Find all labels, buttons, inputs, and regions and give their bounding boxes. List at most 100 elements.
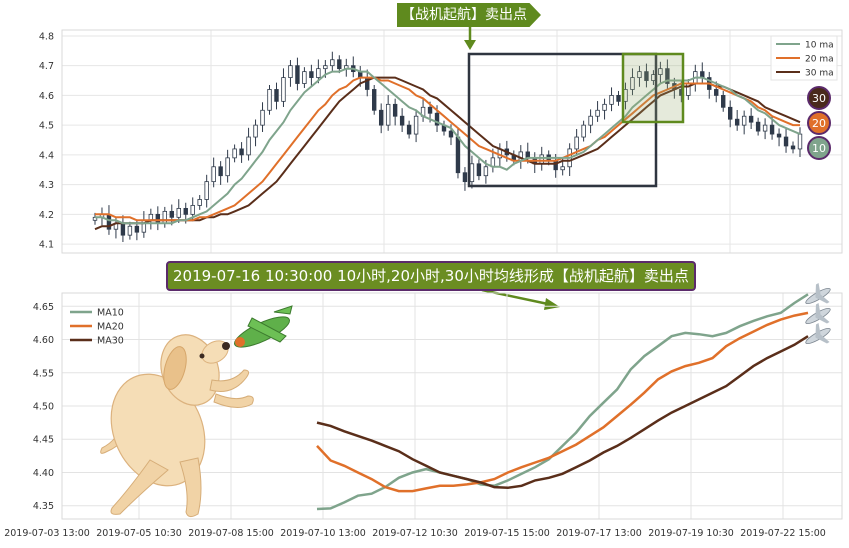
sell-zone-box: [621, 52, 685, 124]
top-y-tick-label: 4.3: [39, 180, 54, 191]
bottom-x-tick-label: 2019-07-17 13:00: [556, 528, 642, 539]
bottom-y-tick-label: 4.65: [33, 302, 54, 313]
candle: [420, 98, 426, 122]
bottom-y-tick-label: 4.35: [33, 501, 54, 512]
bottom-x-tick-label: 2019-07-15 15:00: [464, 528, 550, 539]
candle: [392, 98, 398, 126]
candle: [260, 102, 265, 132]
ma-end-markers: 30 20 10: [807, 86, 831, 160]
plane-icon: [805, 322, 831, 345]
middle-arrow: [481, 288, 560, 310]
bottom-x-tick-label: 2019-07-22 15:00: [740, 528, 826, 539]
candle: [120, 215, 126, 242]
candle: [637, 65, 642, 87]
candle: [337, 55, 342, 74]
candle: [762, 118, 768, 140]
dog-illustration: [100, 334, 254, 518]
bottom-x-tick-label: 2019-07-08 15:00: [188, 528, 274, 539]
top-plot-frame: [61, 29, 843, 254]
candle: [462, 167, 468, 191]
candle: [225, 149, 230, 183]
candle: [246, 127, 251, 161]
candle: [581, 120, 586, 142]
candle: [309, 64, 314, 86]
candle: [790, 141, 796, 154]
bottom-x-tick-label: 2019-07-10 13:00: [280, 528, 366, 539]
candle: [755, 117, 761, 136]
plane-icon: [805, 282, 831, 305]
bottom-ma30-line: [316, 335, 809, 490]
candle: [644, 63, 649, 88]
candle: [595, 101, 600, 122]
bottom-y-tick-label: 4.55: [33, 368, 54, 379]
candle: [232, 144, 237, 163]
signal-region-box: [467, 52, 658, 188]
candle: [776, 128, 782, 147]
candle: [441, 120, 447, 136]
top-y-tick-label: 4.6: [39, 91, 54, 102]
candle: [413, 109, 419, 143]
candle: [476, 159, 482, 181]
candle: [588, 109, 593, 134]
candle: [141, 211, 147, 238]
top-ma20-line: [95, 76, 800, 222]
candle: [127, 221, 133, 240]
candle: [162, 206, 168, 228]
candle: [741, 110, 747, 135]
marker-10-label: 10: [812, 142, 826, 155]
legend-label-30ma: 30 ma: [805, 69, 834, 79]
bottom-y-tick-label: 4.60: [33, 335, 54, 346]
toy-plane-illustration: [234, 305, 293, 348]
candle: [330, 51, 335, 73]
candle: [372, 85, 377, 115]
candle: [169, 204, 174, 226]
candle: [616, 90, 621, 106]
top-y-tick-label: 4.2: [39, 210, 54, 221]
top-y-tick-label: 4.1: [39, 240, 54, 251]
bottom-ma20-line: [316, 311, 809, 493]
candle: [239, 142, 244, 163]
top-y-tick-label: 4.5: [39, 121, 54, 132]
candle: [658, 61, 663, 83]
legend-label-10ma: 10 ma: [805, 41, 834, 51]
candlestick-series: [92, 51, 803, 242]
candle: [197, 195, 202, 210]
candle: [288, 60, 293, 87]
bottom-y-axis: 4.35 4.40 4.45 4.50 4.55 4.60 4.65: [33, 302, 54, 512]
candle: [686, 79, 691, 100]
bottom-legend: MA10 MA20 MA30: [70, 308, 124, 347]
top-y-tick-label: 4.4: [39, 150, 54, 161]
bottom-x-tick-label: 2019-07-19 10:30: [648, 528, 734, 539]
signal-description-banner: 2019-07-16 10:30:00 10小时,20小时,30小时均线形成【战…: [166, 261, 696, 291]
candle: [399, 108, 405, 132]
top-legend: 10 ma 20 ma 30 ma: [770, 35, 838, 81]
top-ma30-line: [94, 76, 801, 231]
candle: [281, 68, 286, 108]
candle: [406, 120, 412, 139]
bottom-x-tick-label: 2019-07-05 10:30: [96, 528, 182, 539]
candle: [609, 87, 614, 112]
plane-icons: [805, 282, 831, 345]
marker-30-circle: [807, 86, 831, 110]
marker-10-circle: [807, 136, 831, 160]
candle: [727, 100, 733, 128]
legend-label-20ma: 20 ma: [805, 55, 834, 65]
candle: [469, 155, 475, 189]
candle: [385, 95, 391, 131]
candle: [783, 129, 789, 153]
bottom-plot-frame: [61, 292, 843, 520]
top-y-tick-label: 4.7: [39, 61, 54, 72]
candle: [602, 98, 607, 120]
candle: [714, 81, 719, 103]
bottom-y-tick-label: 4.50: [33, 402, 54, 413]
legend-label-ma20: MA20: [97, 322, 124, 333]
candle: [204, 174, 209, 208]
candle: [707, 71, 712, 99]
candle: [721, 90, 726, 112]
candle: [748, 108, 754, 130]
candle: [302, 67, 307, 88]
bottom-y-tick-label: 4.40: [33, 468, 54, 479]
bottom-ma10-line: [316, 293, 809, 511]
